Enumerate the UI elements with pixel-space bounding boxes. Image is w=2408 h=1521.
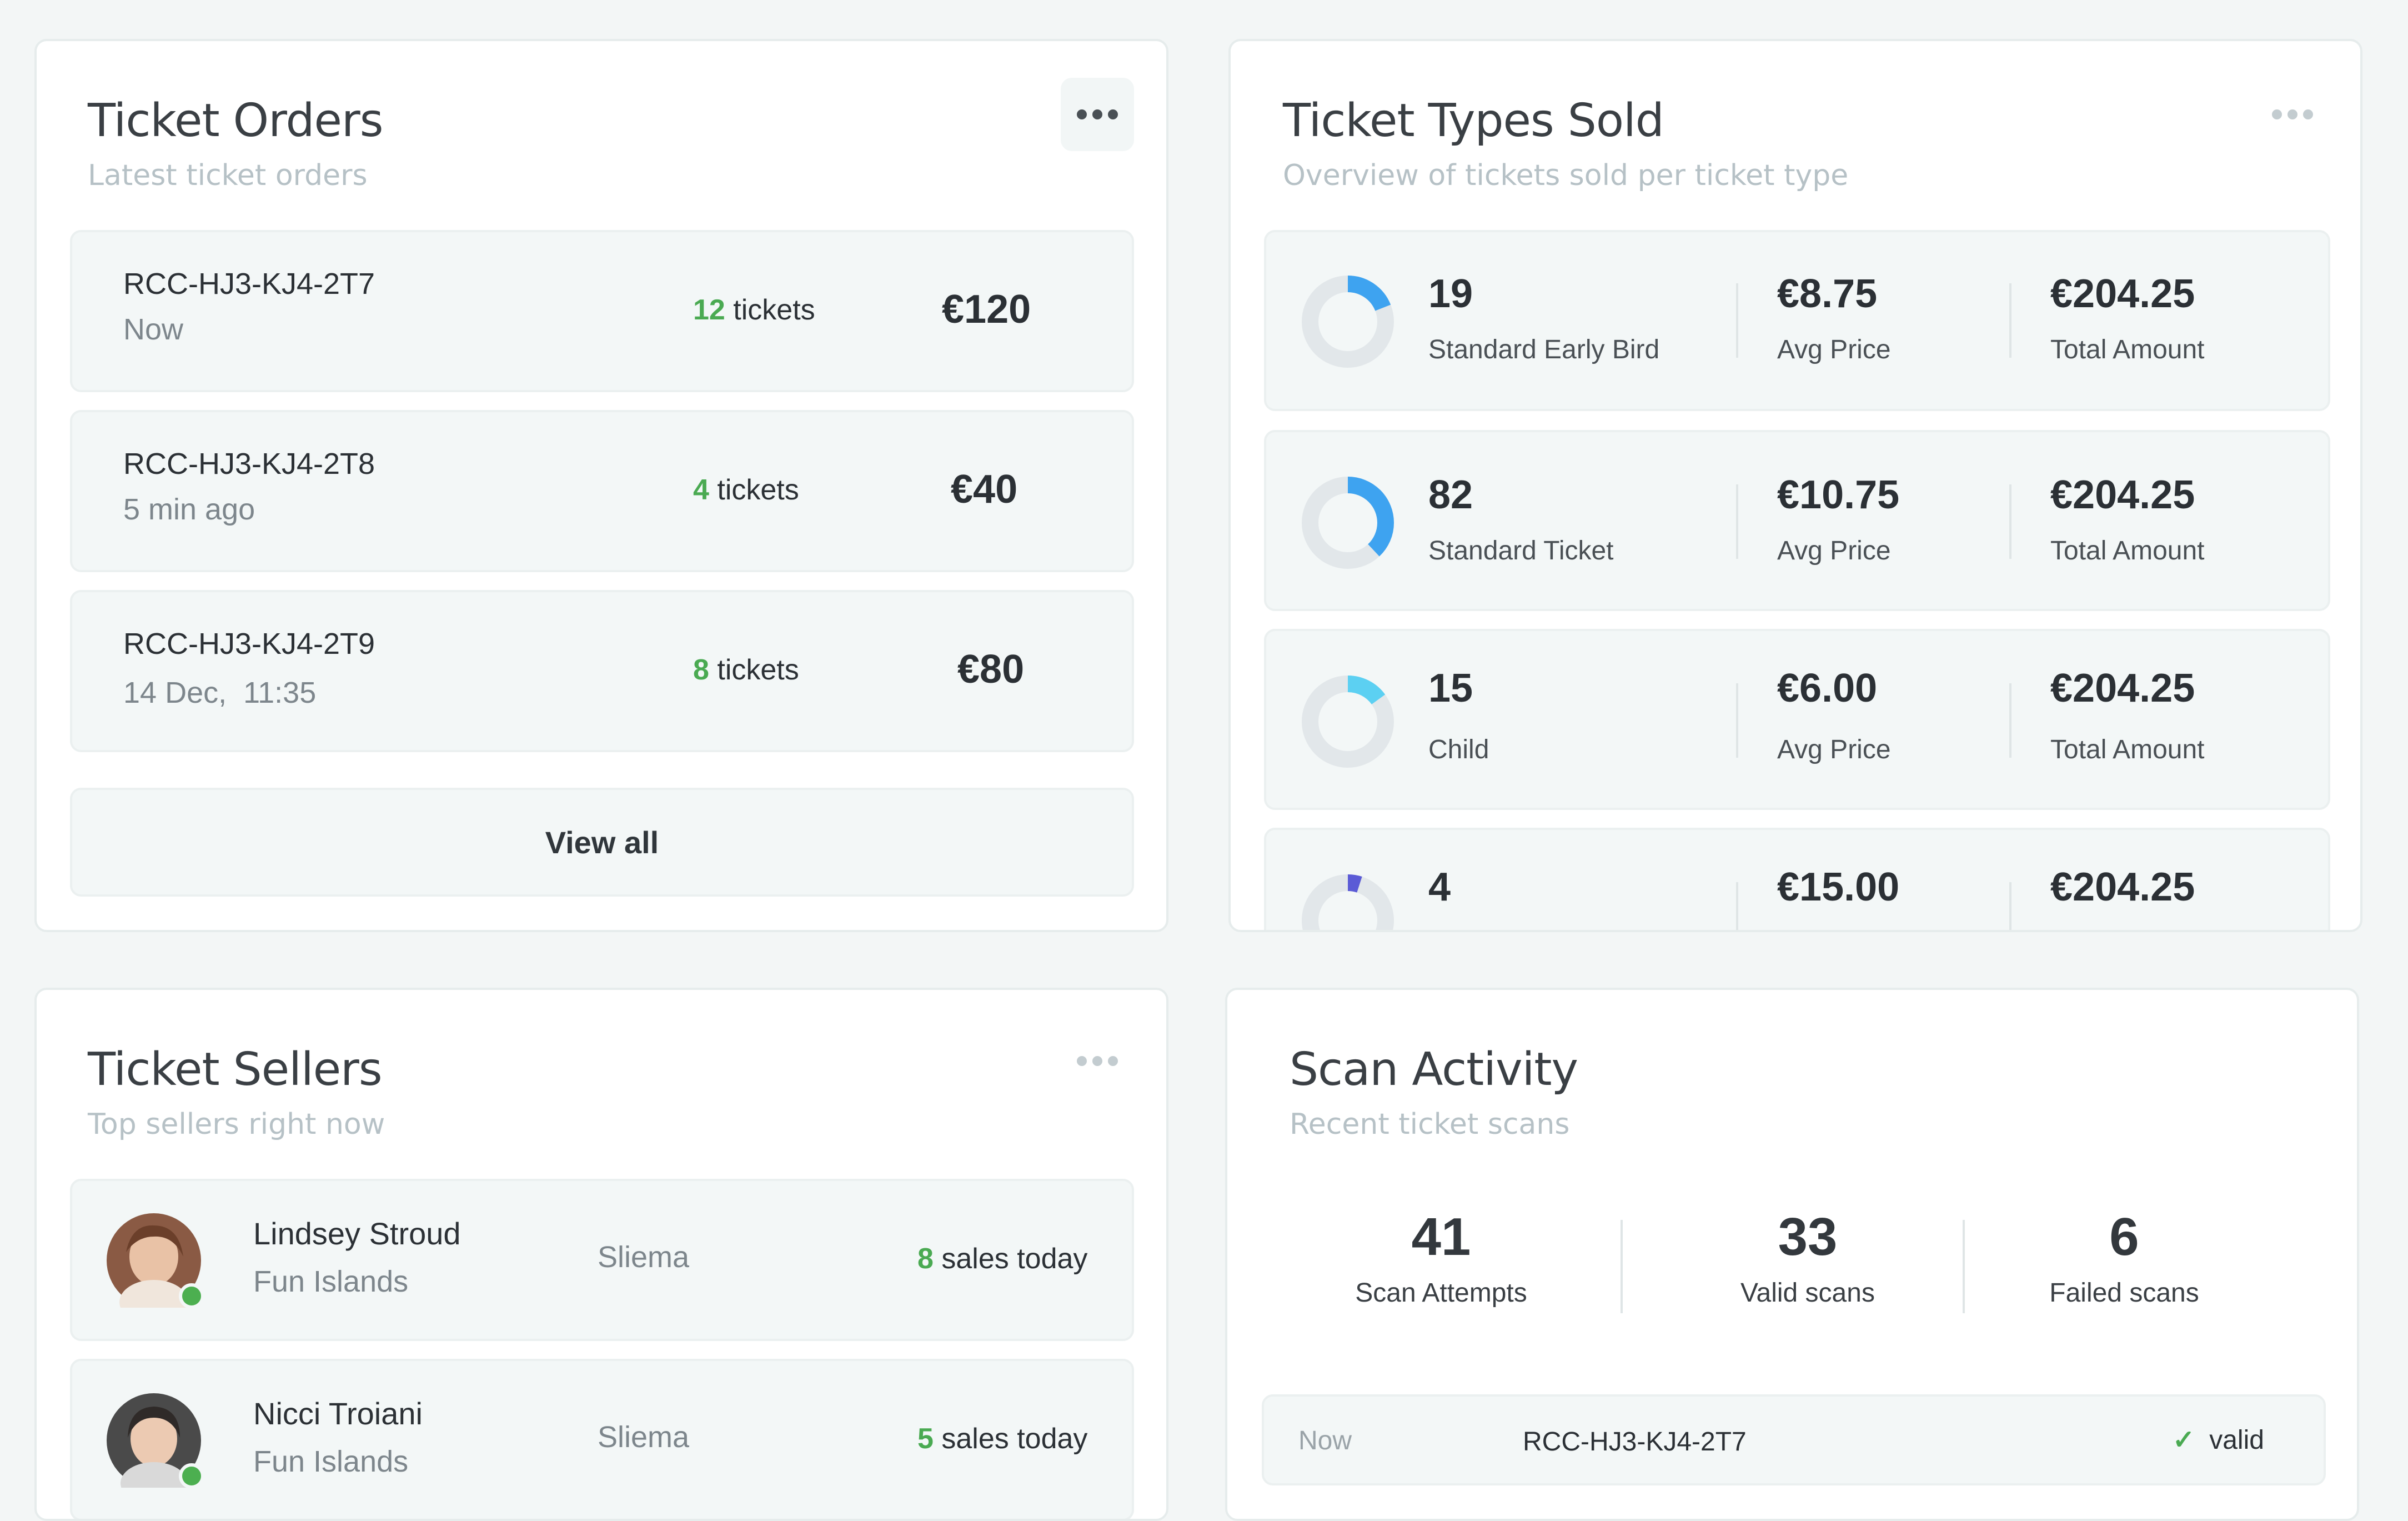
card-subtitle: Top sellers right now xyxy=(88,1108,385,1141)
ticket-type-row[interactable]: 19 Standard Early Bird €8.75 Avg Price €… xyxy=(1264,230,2330,411)
scan-attempts-value: 41 xyxy=(1411,1207,1471,1267)
order-code: RCC-HJ3-KJ4-2T7 xyxy=(123,267,375,301)
scan-stat: 6 Failed scans xyxy=(2005,1207,2244,1308)
scan-row[interactable]: Now RCC-HJ3-KJ4-2T7 ✓ valid xyxy=(1262,1394,2326,1485)
seller-sales: 8 sales today xyxy=(917,1243,1088,1275)
avg-price-label: Avg Price xyxy=(1777,735,1891,764)
valid-scans-label: Valid scans xyxy=(1740,1278,1875,1308)
seller-company: Fun Islands xyxy=(253,1265,409,1298)
card-subtitle: Recent ticket scans xyxy=(1290,1108,1570,1141)
ticket-sellers-card: Ticket Sellers Top sellers right now Lin… xyxy=(34,988,1168,1521)
seller-location: Sliema xyxy=(598,1240,690,1274)
scan-stat: 41 Scan Attempts xyxy=(1322,1207,1561,1308)
order-row[interactable]: RCC-HJ3-KJ4-2T9 14 Dec, 11:35 8 tickets … xyxy=(70,590,1134,752)
order-time: 14 Dec, 11:35 xyxy=(123,676,317,709)
ticket-type-row[interactable]: 15 Child €6.00 Avg Price €204.25 Total A… xyxy=(1264,629,2330,810)
order-qty: 12 tickets xyxy=(693,294,815,326)
type-total-amount: €204.25 xyxy=(2050,272,2195,316)
type-total-amount: €204.25 xyxy=(2050,865,2195,909)
more-options-button[interactable] xyxy=(1061,78,1134,151)
order-qty: 4 tickets xyxy=(693,474,799,506)
donut-share-arc xyxy=(1302,477,1394,569)
order-time: 5 min ago xyxy=(123,493,255,526)
seller-location: Sliema xyxy=(598,1420,690,1454)
avg-price-label: Avg Price xyxy=(1777,335,1891,364)
avatar xyxy=(107,1213,204,1324)
order-amount: €80 xyxy=(957,647,1025,692)
type-count: 15 xyxy=(1428,666,1473,711)
scan-attempts-label: Scan Attempts xyxy=(1355,1278,1527,1308)
card-subtitle: Overview of tickets sold per ticket type xyxy=(1283,159,1849,192)
more-icon xyxy=(1077,1056,1087,1066)
card-title: Scan Activity xyxy=(1290,1043,1578,1096)
online-status-icon xyxy=(179,1283,204,1309)
type-total-amount: €204.25 xyxy=(2050,666,2195,711)
seller-row[interactable]: Nicci Troiani Fun Islands Sliema 5 sales… xyxy=(70,1359,1134,1519)
type-name: Standard Early Bird xyxy=(1428,335,1660,364)
order-row[interactable]: RCC-HJ3-KJ4-2T7 Now 12 tickets €120 xyxy=(70,230,1134,392)
order-row[interactable]: RCC-HJ3-KJ4-2T8 5 min ago 4 tickets €40 xyxy=(70,410,1134,572)
share-donut-icon xyxy=(1302,276,1394,368)
check-icon: ✓ xyxy=(2173,1425,2195,1455)
online-status-icon xyxy=(179,1463,204,1489)
seller-name: Nicci Troiani xyxy=(253,1396,423,1431)
card-title: Ticket Sellers xyxy=(88,1043,383,1096)
more-icon xyxy=(1077,109,1087,119)
failed-scans-label: Failed scans xyxy=(2049,1278,2199,1308)
scan-time: Now xyxy=(1298,1426,1352,1455)
order-amount: €40 xyxy=(951,467,1018,512)
avatar xyxy=(107,1393,204,1504)
scan-activity-card: Scan Activity Recent ticket scans 41 Sca… xyxy=(1225,988,2359,1521)
type-count: 19 xyxy=(1428,272,1473,316)
ticket-type-row[interactable]: 4 €15.00 €204.25 xyxy=(1264,828,2330,930)
total-amount-label: Total Amount xyxy=(2050,536,2205,566)
ticket-types-card: Ticket Types Sold Overview of tickets so… xyxy=(1228,39,2362,932)
avg-price-label: Avg Price xyxy=(1777,536,1891,566)
type-avg-price: €15.00 xyxy=(1777,865,1900,909)
donut-share-arc xyxy=(1302,276,1394,368)
scan-status: ✓ valid xyxy=(2173,1425,2264,1455)
type-name: Child xyxy=(1428,735,1489,764)
seller-name: Lindsey Stroud xyxy=(253,1216,461,1251)
card-title: Ticket Orders xyxy=(88,94,383,147)
type-count: 4 xyxy=(1428,865,1451,909)
share-donut-icon xyxy=(1302,874,1394,930)
order-code: RCC-HJ3-KJ4-2T9 xyxy=(123,627,375,661)
type-total-amount: €204.25 xyxy=(2050,473,2195,517)
scan-stat: 33 Valid scans xyxy=(1688,1207,1927,1308)
scan-code: RCC-HJ3-KJ4-2T7 xyxy=(1523,1427,1747,1457)
valid-scans-value: 33 xyxy=(1778,1207,1838,1267)
type-avg-price: €10.75 xyxy=(1777,473,1900,517)
order-qty: 8 tickets xyxy=(693,654,799,686)
seller-company: Fun Islands xyxy=(253,1445,409,1478)
total-amount-label: Total Amount xyxy=(2050,735,2205,764)
order-time: Now xyxy=(123,313,184,346)
more-options-button[interactable] xyxy=(2256,78,2329,151)
seller-sales: 5 sales today xyxy=(917,1423,1088,1455)
card-title: Ticket Types Sold xyxy=(1283,94,1664,147)
total-amount-label: Total Amount xyxy=(2050,335,2205,364)
share-donut-icon xyxy=(1302,477,1394,569)
type-avg-price: €6.00 xyxy=(1777,666,1878,711)
ticket-orders-card: Ticket Orders Latest ticket orders RCC-H… xyxy=(34,39,1168,932)
view-all-button[interactable]: View all xyxy=(70,788,1134,897)
failed-scans-value: 6 xyxy=(2109,1207,2139,1267)
donut-share-arc xyxy=(1302,874,1394,930)
type-name: Standard Ticket xyxy=(1428,536,1614,566)
seller-row[interactable]: Lindsey Stroud Fun Islands Sliema 8 sale… xyxy=(70,1179,1134,1341)
order-amount: €120 xyxy=(942,287,1031,332)
more-options-button[interactable] xyxy=(1061,1024,1134,1098)
share-donut-icon xyxy=(1302,676,1394,768)
type-avg-price: €8.75 xyxy=(1777,272,1878,316)
order-code: RCC-HJ3-KJ4-2T8 xyxy=(123,447,375,481)
type-count: 82 xyxy=(1428,473,1473,517)
card-subtitle: Latest ticket orders xyxy=(88,159,368,192)
more-icon xyxy=(2272,109,2282,119)
donut-share-arc xyxy=(1302,676,1394,768)
ticket-type-row[interactable]: 82 Standard Ticket €10.75 Avg Price €204… xyxy=(1264,430,2330,611)
